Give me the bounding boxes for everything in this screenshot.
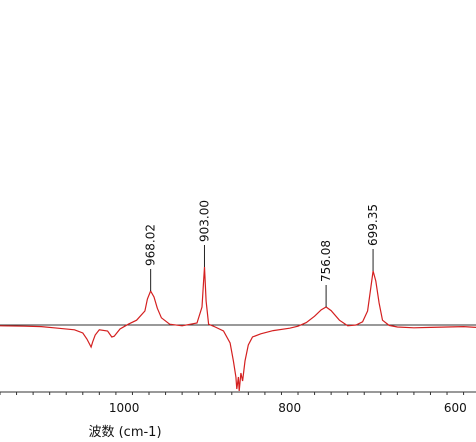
peak-label: 756.08 — [319, 240, 333, 282]
x-tick-label: 800 — [278, 401, 301, 415]
x-tick-label: 1000 — [109, 401, 140, 415]
peak-label: 903.00 — [197, 200, 211, 242]
x-axis-title: 波数 (cm-1) — [88, 425, 161, 440]
x-axis-ticks: 1000 800 600 — [0, 392, 467, 415]
peak-label: 968.02 — [144, 224, 158, 266]
peak-annotations: 968.02 903.00 756.08 699.35 — [144, 200, 380, 307]
peak-label: 699.35 — [366, 204, 380, 246]
x-tick-label: 600 — [444, 401, 467, 415]
spectrum-series-line — [0, 266, 476, 392]
